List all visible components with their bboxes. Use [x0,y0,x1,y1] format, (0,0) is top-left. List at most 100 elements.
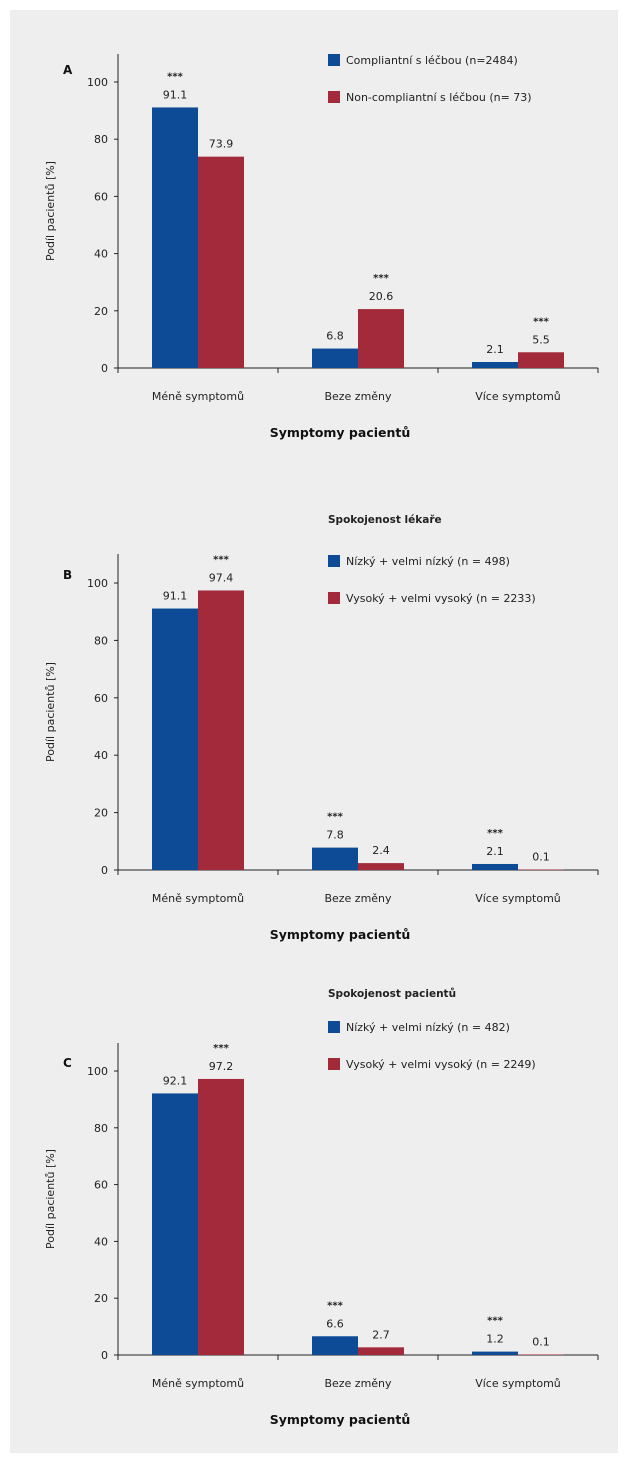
charts-svg: A 0 20 40 60 80 100 Podíl pacientů [%] Méně symp… [44,54,599,1427]
bar-value-label: 91.1 [163,590,188,603]
bar-series1 [472,361,518,368]
bar-value-label: 0.1 [532,851,550,864]
legend-swatch-series1 [328,555,340,567]
bar-value-label: 73.9 [209,138,234,151]
bar-value-label: 0.1 [532,1336,550,1349]
bar-value-label: 2.4 [372,844,390,857]
y-tick-label: 100 [87,1065,108,1078]
y-tick-label: 60 [94,692,108,705]
bar-series1 [152,1093,198,1355]
bar-value-label: 2.7 [372,1328,390,1341]
x-category-label: Více symptomů [475,1377,561,1390]
bar-series2 [518,1354,564,1355]
bar-series2 [518,869,564,870]
bar-series2 [358,309,404,368]
y-axis-label: Podíl pacientů [%] [44,1149,57,1249]
bar-series1 [312,348,358,368]
y-axis-label: Podíl pacientů [%] [44,662,57,762]
bar-series1 [472,1351,518,1355]
legend-swatch-series2 [328,91,340,103]
y-tick-label: 0 [101,362,108,375]
y-tick-label: 0 [101,864,108,877]
bar-value-label: 91.1 [163,88,188,101]
x-category-label: Více symptomů [475,892,561,905]
panel-label: A [63,63,73,77]
significance-marker: *** [167,71,183,82]
legend-swatch-series1 [328,54,340,66]
panel-label: B [63,568,72,582]
legend-swatch-series2 [328,592,340,604]
y-tick-label: 40 [94,1235,108,1248]
x-category-label: Méně symptomů [152,390,244,403]
x-category-label: Méně symptomů [152,1377,244,1390]
y-tick-label: 80 [94,634,108,647]
x-category-label: Beze změny [324,1377,392,1390]
bar-series2 [358,1347,404,1355]
y-tick-label: 80 [94,133,108,146]
legend-swatch-series2 [328,1058,340,1070]
legend-title: Spokojenost lékaře [328,514,442,526]
bar-series1 [472,863,518,870]
x-axis-title: Symptomy pacientů [270,425,411,440]
y-tick-label: 100 [87,577,108,590]
bar-series2 [198,156,244,368]
legend-label-series2: Vysoký + velmi vysoký (n = 2249) [346,1058,536,1071]
significance-marker: *** [533,316,549,327]
bar-value-label: 6.6 [326,1317,344,1330]
x-category-label: Beze změny [324,390,392,403]
significance-marker: *** [487,828,503,839]
chart-B: B 0 20 40 60 80 100 Podíl pacientů [%] Méně symp… [44,514,599,942]
legend-label-series2: Vysoký + velmi vysoký (n = 2233) [346,592,536,605]
y-tick-label: 0 [101,1349,108,1362]
y-tick-label: 20 [94,807,108,820]
significance-marker: *** [213,554,229,565]
bar-series2 [518,352,564,368]
legend-label-series1: Nízký + velmi nízký (n = 482) [346,1021,510,1034]
bar-series2 [198,1078,244,1355]
y-tick-label: 40 [94,248,108,261]
bar-value-label: 92.1 [163,1074,188,1087]
y-axis-label: Podíl pacientů [%] [44,161,57,261]
bar-value-label: 2.1 [486,845,504,858]
legend-label-series2: Non-compliantní s léčbou (n= 73) [346,91,532,104]
bar-series1 [152,107,198,368]
x-category-label: Více symptomů [475,390,561,403]
y-tick-label: 20 [94,1292,108,1305]
significance-marker: *** [373,273,389,284]
significance-marker: *** [327,1300,343,1311]
x-axis-title: Symptomy pacientů [270,1412,411,1427]
y-tick-label: 40 [94,749,108,762]
bar-value-label: 7.8 [326,829,344,842]
chart-A: A 0 20 40 60 80 100 Podíl pacientů [%] Méně symp… [44,54,599,440]
legend-title: Spokojenost pacientů [328,987,456,1000]
legend-swatch-series1 [328,1021,340,1033]
x-category-label: Beze změny [324,892,392,905]
bar-value-label: 97.2 [209,1060,234,1073]
bar-value-label: 97.4 [209,571,234,584]
y-tick-label: 100 [87,76,108,89]
chart-C: C 0 20 40 60 80 100 Podíl pacientů [%] Méně symp… [44,987,599,1427]
significance-marker: *** [327,812,343,823]
bar-value-label: 5.5 [532,333,550,346]
figure-panel: A 0 20 40 60 80 100 Podíl pacientů [%] Méně symp… [10,10,618,1453]
x-axis-title: Symptomy pacientů [270,927,411,942]
y-tick-label: 60 [94,190,108,203]
bar-series1 [312,1336,358,1355]
bar-value-label: 20.6 [369,290,394,303]
bar-series1 [152,608,198,870]
bar-series2 [198,590,244,870]
y-tick-label: 20 [94,305,108,318]
bar-series2 [358,863,404,870]
legend-label-series1: Nízký + velmi nízký (n = 498) [346,555,510,568]
y-tick-label: 80 [94,1122,108,1135]
legend-label-series1: Compliantní s léčbou (n=2484) [346,54,518,67]
bar-value-label: 1.2 [486,1333,504,1346]
significance-marker: *** [487,1316,503,1327]
panel-label: C [63,1056,72,1070]
bar-value-label: 6.8 [326,330,344,343]
significance-marker: *** [213,1043,229,1054]
x-category-label: Méně symptomů [152,892,244,905]
bar-series1 [312,847,358,870]
bar-value-label: 2.1 [486,343,504,356]
y-tick-label: 60 [94,1179,108,1192]
